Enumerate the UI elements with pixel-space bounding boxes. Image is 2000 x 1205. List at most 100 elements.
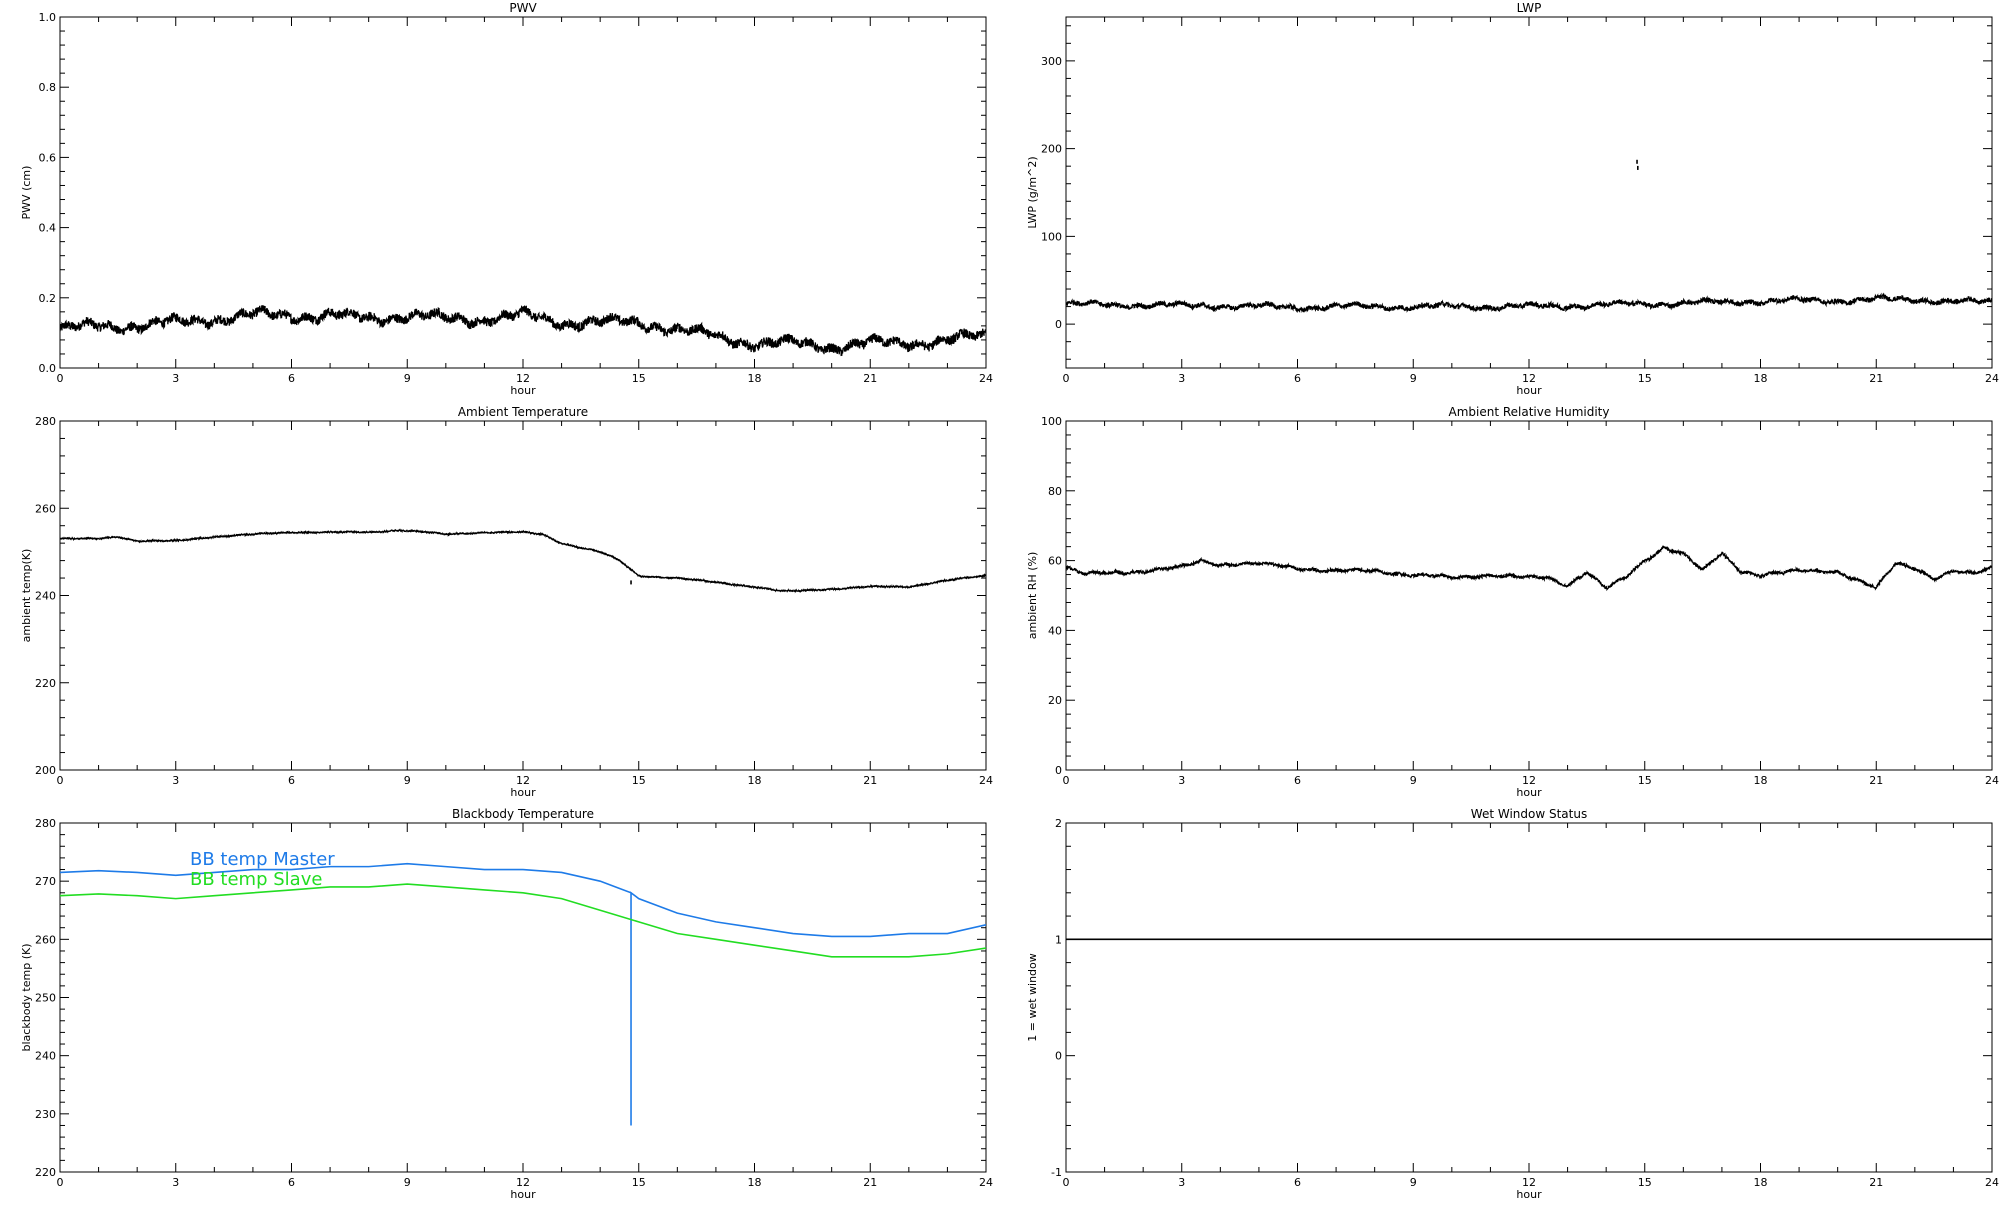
x-tick-label: 3 (172, 1176, 179, 1189)
y-tick-label: 100 (1041, 230, 1062, 243)
y-axis-label: 1 = wet window (1026, 953, 1039, 1042)
series-line (60, 528, 986, 594)
plot-frame (59, 420, 987, 771)
x-tick-label: 3 (1178, 372, 1185, 385)
chart-lwp: 0 3 6 9 12 15 18 21 24 0 100 200 300 LWP hour LWP (g/m^… (1026, 1, 1999, 397)
x-axis-ticks (59, 421, 987, 770)
x-axis-label: hour (510, 786, 536, 799)
y-tick-label: 300 (1041, 55, 1062, 68)
chart-pwv: 0 3 6 9 12 15 18 21 24 0.0 0.2 0.4 0.6 0.8 1.0 PWV hour P… (20, 1, 993, 397)
x-axis-label: hour (510, 1188, 536, 1200)
y-tick-label: 270 (35, 875, 56, 888)
chart-title: Ambient Temperature (458, 405, 588, 419)
x-tick-label: 12 (516, 774, 530, 787)
x-tick-label: 0 (57, 774, 64, 787)
y-axis-ticks (1066, 25, 1992, 360)
y-tick-label: 200 (35, 764, 56, 777)
chart-ambient-relative-humidity: 0 3 6 9 12 15 18 21 24 0 20 40 60 80 100 Ambient Relati… (1026, 405, 1999, 799)
x-tick-label: 18 (1754, 774, 1768, 787)
x-tick-label: 15 (632, 1176, 646, 1189)
chart-title: PWV (509, 1, 537, 15)
x-tick-label: 24 (1985, 1176, 1999, 1189)
x-tick-label: 24 (979, 1176, 993, 1189)
y-tick-label: 40 (1048, 624, 1062, 637)
x-axis-ticks (59, 823, 987, 1172)
y-tick-label: 20 (1048, 694, 1062, 707)
y-tick-label: 1 (1055, 933, 1062, 946)
x-tick-label: 9 (1410, 372, 1417, 385)
x-tick-label: 18 (748, 774, 762, 787)
x-tick-label: 0 (57, 1176, 64, 1189)
y-tick-label: 0 (1055, 1050, 1062, 1063)
y-axis-label: LWP (g/m^2) (1026, 156, 1039, 228)
y-axis-ticks (1066, 822, 1992, 1173)
x-tick-label: 15 (1638, 774, 1652, 787)
plot-frame (59, 16, 987, 369)
x-axis-label: hour (510, 384, 536, 397)
x-tick-label: 12 (1522, 774, 1536, 787)
x-tick-label: 18 (748, 1176, 762, 1189)
x-tick-label: 15 (1638, 372, 1652, 385)
x-tick-label: 21 (1869, 1176, 1883, 1189)
x-axis-label: hour (1516, 1188, 1542, 1200)
x-tick-label: 6 (288, 372, 295, 385)
legend-entry: BB temp Slave (190, 869, 322, 890)
y-axis-ticks (60, 16, 986, 369)
plot-frame (1065, 16, 1993, 369)
y-tick-label: 0 (1055, 318, 1062, 331)
x-tick-label: 0 (1063, 372, 1070, 385)
x-tick-label: 3 (172, 372, 179, 385)
chart-blackbody-temperature: 0 3 6 9 12 15 18 21 24 220 230 240 250 260 270 280 Black… (20, 807, 993, 1201)
x-tick-label: 0 (57, 372, 64, 385)
y-tick-label: 220 (35, 1166, 56, 1179)
y-tick-label: 230 (35, 1108, 56, 1121)
y-tick-label: 0 (1055, 764, 1062, 777)
x-tick-label: 24 (1985, 372, 1999, 385)
chart-title: Wet Window Status (1471, 807, 1587, 821)
series-line (60, 862, 986, 1126)
x-tick-label: 15 (632, 372, 646, 385)
series-line (1066, 292, 1992, 314)
y-tick-label: 100 (1041, 415, 1062, 428)
x-tick-label: 21 (1869, 372, 1883, 385)
series-line (60, 883, 986, 958)
x-tick-label: 24 (979, 372, 993, 385)
y-tick-label: -1 (1051, 1166, 1062, 1179)
y-tick-label: 60 (1048, 555, 1062, 568)
series-pwv (60, 305, 986, 357)
x-tick-label: 24 (979, 774, 993, 787)
x-tick-label: 6 (1294, 774, 1301, 787)
x-tick-label: 6 (1294, 372, 1301, 385)
series-bb-temp-slave (60, 883, 986, 958)
y-axis-ticks (60, 420, 986, 771)
x-tick-label: 9 (404, 372, 411, 385)
series-line (60, 305, 986, 357)
chart-title: LWP (1517, 1, 1542, 15)
x-tick-label: 15 (632, 774, 646, 787)
y-tick-label: 250 (35, 992, 56, 1005)
x-tick-label: 3 (1178, 1176, 1185, 1189)
y-tick-label: 280 (35, 817, 56, 830)
y-axis-ticks (60, 822, 986, 1173)
x-tick-label: 24 (1985, 774, 1999, 787)
x-tick-label: 21 (863, 372, 877, 385)
chart-title: Blackbody Temperature (452, 807, 594, 821)
y-tick-label: 200 (1041, 143, 1062, 156)
x-tick-label: 12 (516, 1176, 530, 1189)
x-tick-label: 12 (1522, 372, 1536, 385)
x-tick-label: 6 (288, 774, 295, 787)
outlier-point (1636, 159, 1638, 164)
y-tick-label: 240 (35, 590, 56, 603)
y-axis-label: PWV (cm) (20, 166, 33, 220)
x-tick-label: 6 (288, 1176, 295, 1189)
x-tick-label: 3 (1178, 774, 1185, 787)
x-tick-label: 9 (1410, 774, 1417, 787)
y-tick-label: 280 (35, 415, 56, 428)
y-tick-label: 260 (35, 933, 56, 946)
y-axis-label: ambient RH (%) (1026, 552, 1039, 640)
x-tick-label: 21 (863, 774, 877, 787)
y-tick-label: 0.2 (39, 292, 57, 305)
x-tick-label: 6 (1294, 1176, 1301, 1189)
y-tick-label: 220 (35, 677, 56, 690)
